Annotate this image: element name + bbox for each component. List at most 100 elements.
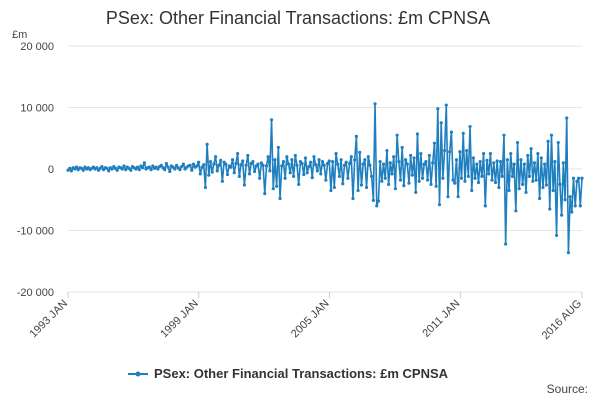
data-point[interactable] bbox=[168, 169, 172, 174]
data-point[interactable] bbox=[181, 162, 185, 166]
data-point[interactable] bbox=[142, 161, 146, 165]
data-point[interactable] bbox=[482, 152, 486, 156]
data-point[interactable] bbox=[348, 161, 352, 166]
data-point[interactable] bbox=[351, 196, 355, 201]
data-point[interactable] bbox=[268, 169, 272, 173]
data-point[interactable] bbox=[465, 148, 469, 153]
data-point[interactable] bbox=[137, 168, 141, 172]
data-point[interactable] bbox=[212, 162, 216, 166]
data-point[interactable] bbox=[363, 158, 367, 162]
data-point[interactable] bbox=[524, 190, 528, 194]
data-point[interactable] bbox=[122, 164, 126, 168]
data-point[interactable] bbox=[180, 164, 184, 169]
data-point[interactable] bbox=[439, 121, 443, 125]
data-point[interactable] bbox=[300, 161, 304, 166]
data-point[interactable] bbox=[69, 169, 73, 173]
data-point[interactable] bbox=[325, 161, 330, 166]
data-point[interactable] bbox=[475, 162, 479, 166]
data-point[interactable] bbox=[288, 171, 292, 175]
data-point[interactable] bbox=[344, 160, 348, 164]
data-point[interactable] bbox=[532, 161, 537, 165]
data-point[interactable] bbox=[115, 168, 119, 172]
data-point[interactable] bbox=[322, 163, 326, 167]
data-point[interactable] bbox=[341, 182, 345, 186]
data-point[interactable] bbox=[487, 172, 491, 176]
data-point[interactable] bbox=[565, 116, 569, 120]
data-point[interactable] bbox=[213, 155, 218, 159]
data-point[interactable] bbox=[437, 203, 442, 207]
data-point[interactable] bbox=[307, 164, 311, 169]
data-point[interactable] bbox=[303, 156, 308, 160]
data-point[interactable] bbox=[515, 140, 520, 145]
data-point[interactable] bbox=[546, 139, 550, 143]
data-point[interactable] bbox=[468, 124, 472, 129]
data-point[interactable] bbox=[539, 156, 543, 160]
data-point[interactable] bbox=[285, 155, 289, 159]
data-point[interactable] bbox=[415, 132, 420, 136]
data-point[interactable] bbox=[387, 182, 391, 186]
data-point[interactable] bbox=[371, 198, 375, 202]
data-point[interactable] bbox=[281, 160, 286, 164]
data-point[interactable] bbox=[453, 181, 457, 185]
data-point[interactable] bbox=[237, 174, 241, 178]
data-point[interactable] bbox=[442, 148, 447, 153]
data-point[interactable] bbox=[312, 155, 316, 159]
data-point[interactable] bbox=[375, 204, 379, 208]
data-point[interactable] bbox=[275, 184, 279, 188]
data-point[interactable] bbox=[554, 233, 559, 238]
data-point[interactable] bbox=[393, 187, 397, 191]
data-point[interactable] bbox=[410, 173, 414, 177]
data-point[interactable] bbox=[68, 166, 72, 170]
data-point[interactable] bbox=[476, 180, 481, 185]
data-point[interactable] bbox=[280, 164, 284, 168]
data-point[interactable] bbox=[151, 164, 155, 168]
data-point[interactable] bbox=[135, 165, 140, 169]
data-point[interactable] bbox=[81, 168, 85, 172]
data-point[interactable] bbox=[253, 169, 257, 174]
data-point[interactable] bbox=[105, 166, 109, 170]
data-point[interactable] bbox=[271, 187, 275, 191]
data-point[interactable] bbox=[332, 185, 336, 190]
data-point[interactable] bbox=[483, 204, 487, 208]
data-point[interactable] bbox=[461, 131, 465, 135]
data-point[interactable] bbox=[293, 153, 297, 158]
data-point[interactable] bbox=[563, 198, 567, 202]
data-point[interactable] bbox=[188, 163, 192, 167]
data-point[interactable] bbox=[420, 176, 425, 180]
data-point[interactable] bbox=[441, 176, 445, 180]
data-point[interactable] bbox=[388, 161, 392, 165]
data-point[interactable] bbox=[242, 183, 247, 187]
data-point[interactable] bbox=[544, 183, 548, 187]
data-point[interactable] bbox=[217, 163, 221, 167]
data-point[interactable] bbox=[380, 179, 384, 183]
data-point[interactable] bbox=[426, 178, 430, 182]
data-point[interactable] bbox=[434, 184, 438, 188]
data-point[interactable] bbox=[337, 174, 342, 178]
data-point[interactable] bbox=[507, 188, 511, 193]
data-point[interactable] bbox=[490, 178, 494, 182]
data-point[interactable] bbox=[129, 168, 133, 172]
data-point[interactable] bbox=[156, 167, 160, 171]
data-point[interactable] bbox=[510, 174, 515, 178]
data-point[interactable] bbox=[297, 182, 301, 186]
data-point[interactable] bbox=[247, 172, 252, 176]
data-point[interactable] bbox=[331, 160, 335, 164]
data-point[interactable] bbox=[286, 162, 291, 166]
data-point[interactable] bbox=[110, 167, 114, 171]
data-point[interactable] bbox=[463, 179, 467, 183]
data-point[interactable] bbox=[570, 210, 574, 214]
data-point[interactable] bbox=[383, 176, 387, 180]
data-point[interactable] bbox=[163, 168, 167, 172]
data-point[interactable] bbox=[336, 162, 340, 166]
data-point[interactable] bbox=[263, 192, 267, 196]
data-point[interactable] bbox=[512, 162, 516, 166]
data-point[interactable] bbox=[327, 159, 331, 163]
data-point[interactable] bbox=[166, 165, 170, 169]
data-point[interactable] bbox=[385, 148, 389, 153]
data-point[interactable] bbox=[521, 182, 525, 186]
data-point[interactable] bbox=[473, 176, 477, 180]
data-point[interactable] bbox=[205, 142, 209, 146]
data-point[interactable] bbox=[354, 134, 358, 139]
data-point[interactable] bbox=[427, 153, 431, 158]
data-point[interactable] bbox=[195, 164, 199, 168]
